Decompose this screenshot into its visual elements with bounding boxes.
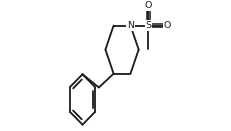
- Text: N: N: [127, 21, 134, 30]
- Text: O: O: [164, 21, 171, 30]
- Text: S: S: [145, 21, 151, 30]
- Text: O: O: [145, 1, 152, 10]
